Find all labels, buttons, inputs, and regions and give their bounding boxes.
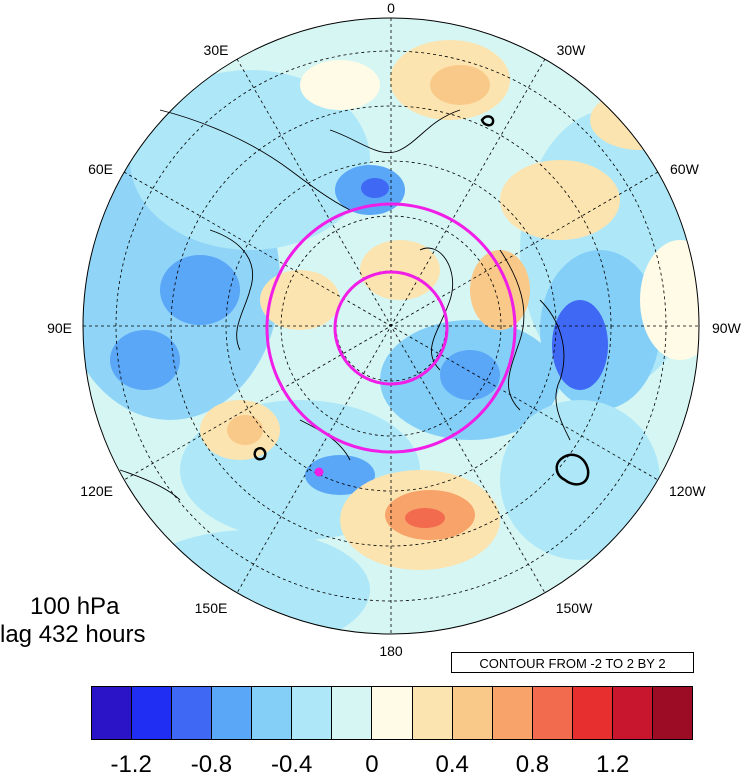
colorbar-tick-label: 1.2 bbox=[596, 751, 630, 778]
colorbar-swatch bbox=[452, 687, 493, 739]
graticule bbox=[83, 18, 699, 634]
lon-label-30e: 30E bbox=[203, 42, 229, 58]
contour-note: CONTOUR FROM -2 TO 2 BY 2 bbox=[451, 652, 694, 673]
colorbar-tick-label: -1.2 bbox=[110, 751, 152, 778]
lon-label-0: 0 bbox=[387, 0, 395, 16]
reference-rings bbox=[265, 202, 517, 454]
colorbar-swatch bbox=[172, 687, 213, 739]
colorbar-swatch bbox=[572, 687, 613, 739]
lon-label-150e: 150E bbox=[194, 600, 228, 616]
lon-label-60w: 60W bbox=[670, 161, 699, 177]
colorbar-swatch bbox=[252, 687, 293, 739]
colorbar bbox=[91, 686, 693, 740]
lon-label-120e: 120E bbox=[80, 483, 113, 499]
colorbar-tick-label: -0.4 bbox=[270, 751, 313, 778]
colorbar-tick-label: 0.4 bbox=[435, 751, 469, 778]
colorbar-swatch bbox=[372, 687, 413, 739]
map-field bbox=[83, 18, 699, 634]
colorbar-tick-label: 0 bbox=[365, 751, 379, 778]
lon-label-150w: 150W bbox=[555, 600, 593, 616]
outer-ring bbox=[265, 202, 517, 454]
colorbar-swatch bbox=[652, 687, 692, 739]
colorbar-swatch bbox=[92, 687, 133, 739]
colorbar-swatch bbox=[212, 687, 253, 739]
colorbar-tick-label: 0.8 bbox=[515, 751, 550, 778]
contour-lines bbox=[253, 115, 590, 486]
inner-ring bbox=[333, 270, 449, 386]
lon-label-60e: 60E bbox=[88, 161, 113, 177]
lag-label: lag 432 hours bbox=[0, 621, 146, 648]
colorbar-swatch bbox=[132, 687, 173, 739]
lon-label-120w: 120W bbox=[669, 483, 706, 499]
colorbar-swatch bbox=[412, 687, 453, 739]
colorbar-swatch bbox=[532, 687, 573, 739]
colorbar-swatch bbox=[292, 687, 333, 739]
colorbar-swatch bbox=[332, 687, 373, 739]
colorbar-swatch bbox=[612, 687, 653, 739]
map-boundary bbox=[82, 17, 700, 635]
lon-label-30w: 30W bbox=[556, 42, 586, 58]
reference-point bbox=[314, 467, 324, 477]
lon-label-90w: 90W bbox=[712, 320, 741, 336]
lon-label-180: 180 bbox=[379, 643, 403, 659]
lon-label-90e: 90E bbox=[47, 320, 72, 336]
colorbar-tick-label: -0.8 bbox=[190, 751, 233, 778]
colorbar-swatch bbox=[492, 687, 533, 739]
level-label: 100 hPa bbox=[30, 593, 120, 620]
